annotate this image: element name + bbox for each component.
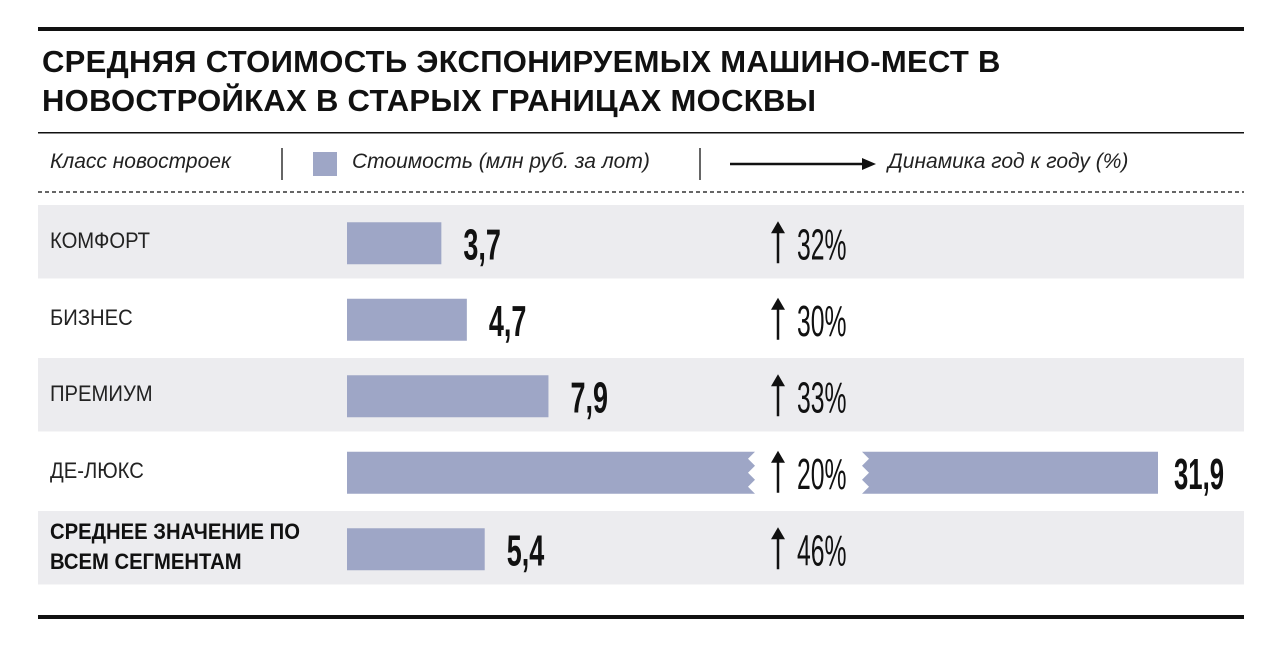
category-label: КОМФОРТ [50,228,151,254]
chart-title: СРЕДНЯЯ СТОИМОСТЬ ЭКСПОНИРУЕМЫХ МАШИНО-М… [42,44,1001,118]
category-label: БИЗНЕС [50,304,133,330]
bar [347,528,485,571]
value-label: 31,9 [1174,450,1224,499]
legend-arrow-head [862,158,876,170]
category-label: ПРЕМИУМ [50,381,153,407]
change-label: 20% [797,450,847,499]
row-band [38,205,1244,279]
value-label: 4,7 [489,297,526,346]
arrow-head [771,450,785,463]
bar [347,451,1158,494]
rule [38,132,1244,134]
arrow-head [771,297,785,310]
arrow-head [771,374,785,387]
change-label: 46% [797,526,847,575]
value-label: 7,9 [570,373,608,422]
row-band [38,511,1244,585]
legend-swatch [313,152,337,176]
column-header: Класс новостроек [50,150,231,173]
legend-entry: Стоимость (млн руб. за лот) [352,150,650,173]
bar [347,222,442,265]
category-label: СРЕДНЕЕ ЗНАЧЕНИЕ ПО ВСЕМ СЕГМЕНТАМ [50,519,300,575]
row-band [38,358,1244,432]
rule [38,27,1244,31]
arrow-head [771,221,785,234]
bar [347,298,467,341]
change-label: 32% [797,220,847,269]
category-label: ДЕ-ЛЮКС [50,457,144,483]
legend-entry: Динамика год к году (%) [888,150,1129,173]
bar [347,375,549,418]
rule [38,615,1244,619]
change-label: 33% [797,373,847,422]
change-label: 30% [797,297,847,346]
value-label: 5,4 [507,526,545,575]
arrow-head [771,527,785,540]
value-label: 3,7 [463,220,501,269]
